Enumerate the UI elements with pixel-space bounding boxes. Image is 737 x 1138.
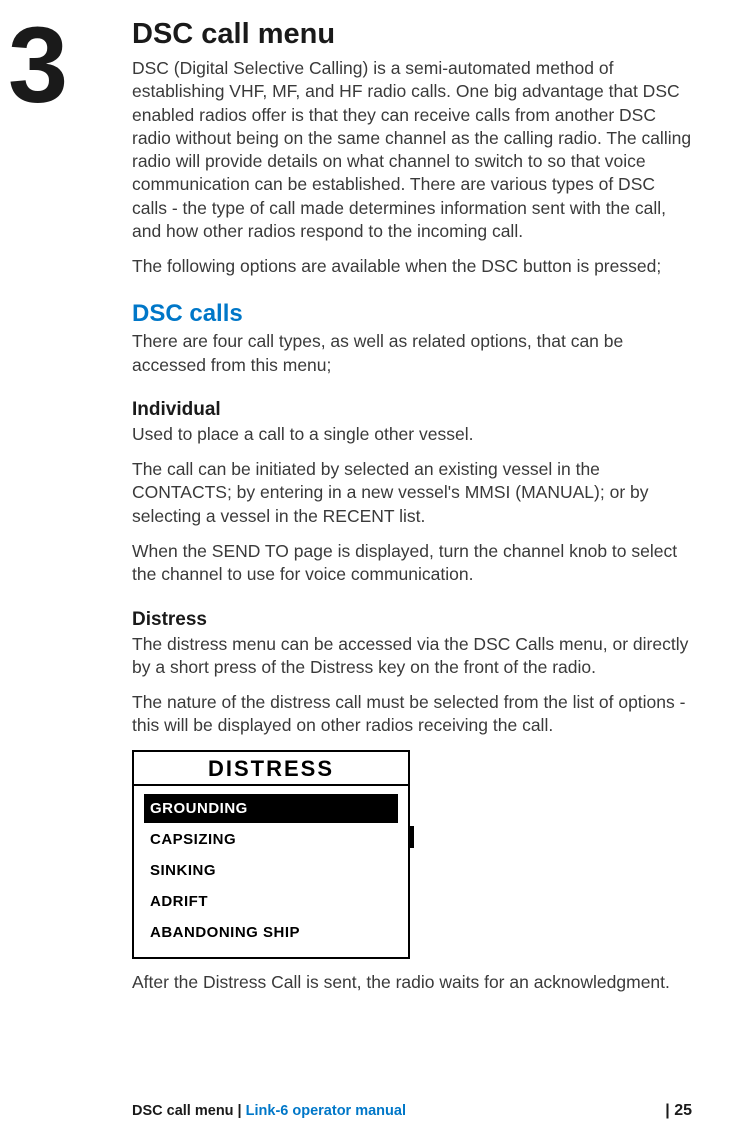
- distress-menu-item[interactable]: CAPSIZING: [144, 825, 398, 854]
- individual-paragraph-2: The call can be initiated by selected an…: [132, 458, 692, 528]
- subsection-individual-title: Individual: [132, 399, 692, 421]
- page-content: DSC call menu DSC (Digital Selective Cal…: [132, 18, 692, 1006]
- section-dsc-calls-title: DSC calls: [132, 300, 692, 328]
- intro-paragraph-2: The following options are available when…: [132, 255, 692, 278]
- page-title: DSC call menu: [132, 18, 692, 51]
- distress-menu-list: GROUNDING CAPSIZING SINKING ADRIFT ABAND…: [134, 784, 408, 957]
- distress-menu: DISTRESS GROUNDING CAPSIZING SINKING ADR…: [132, 750, 410, 959]
- footer-separator: |: [234, 1103, 246, 1119]
- individual-paragraph-3: When the SEND TO page is displayed, turn…: [132, 540, 692, 587]
- subsection-distress-title: Distress: [132, 609, 692, 631]
- distress-paragraph-3: After the Distress Call is sent, the rad…: [132, 971, 692, 994]
- distress-menu-item[interactable]: GROUNDING: [144, 794, 398, 823]
- distress-paragraph-2: The nature of the distress call must be …: [132, 691, 692, 738]
- distress-menu-item[interactable]: ADRIFT: [144, 887, 398, 916]
- distress-menu-title: DISTRESS: [134, 752, 408, 784]
- footer-page-number: | 25: [665, 1102, 692, 1120]
- section-dsc-calls-intro: There are four call types, as well as re…: [132, 330, 692, 377]
- distress-menu-item[interactable]: ABANDONING SHIP: [144, 918, 398, 947]
- footer-section: DSC call menu: [132, 1103, 234, 1119]
- scrollbar-thumb[interactable]: [408, 826, 414, 848]
- distress-menu-item[interactable]: SINKING: [144, 856, 398, 885]
- individual-paragraph-1: Used to place a call to a single other v…: [132, 423, 692, 446]
- chapter-number: 3: [8, 2, 64, 127]
- footer-left: DSC call menu | Link-6 operator manual: [132, 1103, 406, 1119]
- footer-manual-name: Link-6 operator manual: [246, 1103, 406, 1119]
- distress-paragraph-1: The distress menu can be accessed via th…: [132, 633, 692, 680]
- page-footer: DSC call menu | Link-6 operator manual |…: [132, 1102, 692, 1120]
- intro-paragraph-1: DSC (Digital Selective Calling) is a sem…: [132, 57, 692, 243]
